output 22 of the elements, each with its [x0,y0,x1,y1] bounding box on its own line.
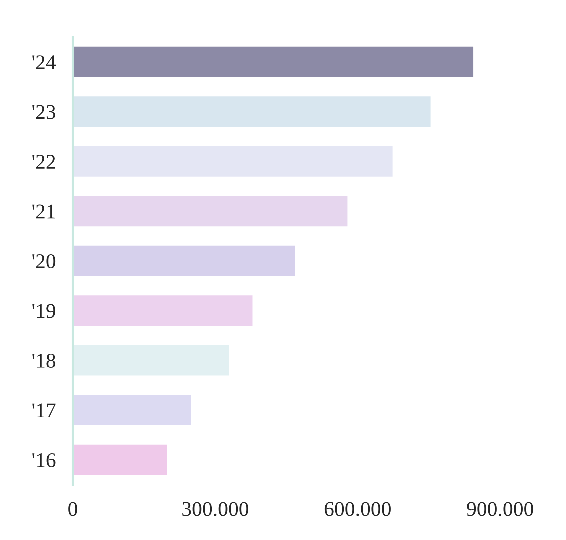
y-tick-label: '24 [32,56,56,70]
bar [73,95,432,128]
bar [73,244,297,278]
x-tick-label: 0 [68,502,78,516]
bar [73,394,192,427]
bar [73,194,350,228]
y-tick-label: '21 [32,204,56,219]
y-tick-label: '22 [32,155,56,169]
y-tick-label: '16 [32,453,56,468]
bar [73,294,254,328]
bar [73,145,394,178]
x-tick-label: 600.000 [324,502,391,516]
x-tick-label: 300.000 [182,502,249,516]
y-tick-label: '17 [32,404,56,418]
x-tick-label: 900.000 [467,502,534,516]
bar [73,46,475,79]
y-tick-label: '23 [32,105,56,120]
bar [73,443,169,477]
y-tick-label: '18 [32,354,56,368]
bar [73,344,230,378]
y-tick-label: '19 [32,304,56,318]
y-tick-label: '20 [32,254,56,269]
